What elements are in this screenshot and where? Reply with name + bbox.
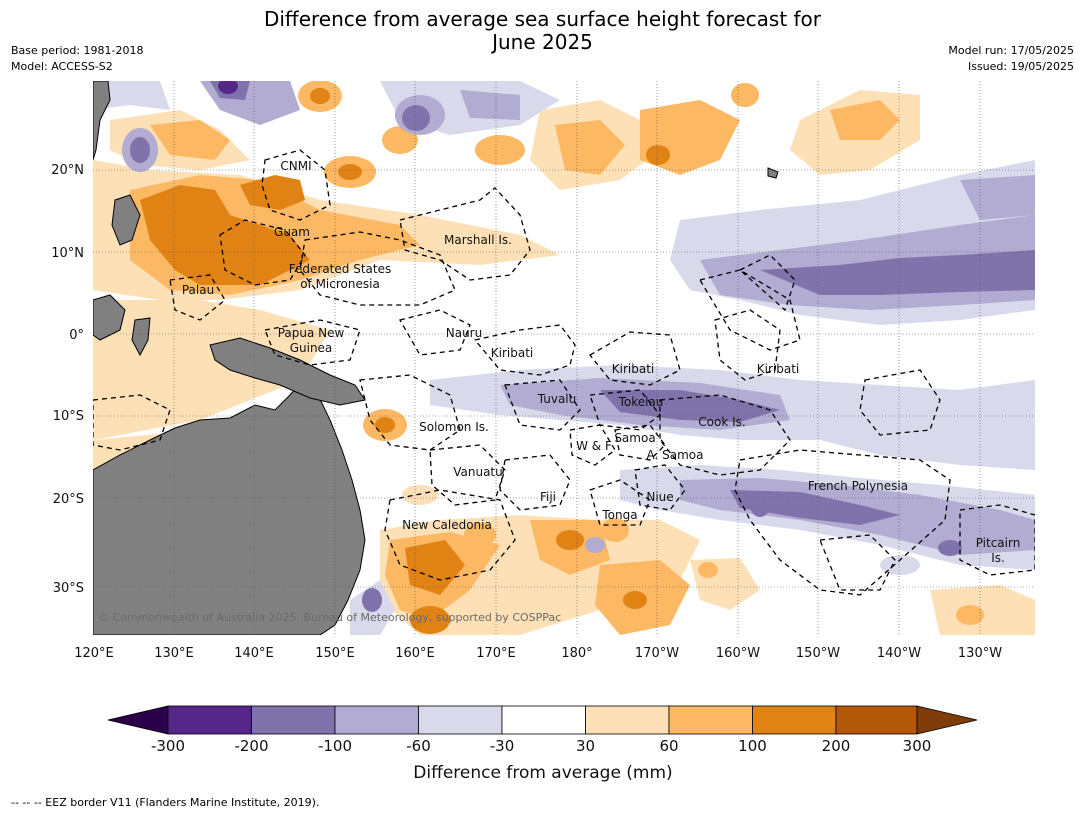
meta-right: Model run: 17/05/2025 Issued: 19/05/2025 bbox=[948, 43, 1074, 75]
colorbar: -300 -200 -100 -60 -30 30 60 100 200 300… bbox=[107, 705, 978, 783]
label-pitcairn-line1: Pitcairn bbox=[976, 536, 1021, 550]
lon-tick: 160°E bbox=[395, 646, 435, 661]
title-line-2: June 2025 bbox=[492, 30, 593, 54]
label-samoa: Samoa bbox=[614, 431, 655, 445]
label-guam: Guam bbox=[274, 225, 310, 239]
label-fsm-line1: Federated States bbox=[289, 262, 391, 276]
lon-tick: 130°E bbox=[154, 646, 194, 661]
label-png-line2: Guinea bbox=[290, 341, 333, 355]
label-tonga: Tonga bbox=[601, 508, 637, 522]
label-american-samoa: A. Samoa bbox=[647, 448, 704, 462]
asia-land bbox=[93, 81, 111, 161]
colorbar-tick: 300 bbox=[903, 737, 932, 755]
colorbar-tick: 60 bbox=[659, 737, 678, 755]
philippines-land bbox=[111, 194, 141, 246]
colorbar-low-extend bbox=[107, 705, 169, 735]
label-tokelau: Tokelau bbox=[618, 395, 664, 409]
base-period-text: Base period: 1981-2018 bbox=[11, 44, 144, 57]
label-pitcairn-line2: Is. bbox=[991, 551, 1005, 565]
colorbar-tick: -300 bbox=[151, 737, 185, 755]
lon-tick: 140°W bbox=[877, 646, 921, 661]
lon-tick: 180° bbox=[561, 646, 592, 661]
colorbar-bin bbox=[251, 705, 336, 735]
model-text: Model: ACCESS-S2 bbox=[11, 60, 113, 73]
label-marshall-is: Marshall Is. bbox=[444, 233, 512, 247]
chart-title: Difference from average sea surface heig… bbox=[0, 8, 1085, 54]
graticule bbox=[93, 81, 1035, 635]
label-cnmi: CNMI bbox=[280, 159, 311, 173]
colorbar-tick: 100 bbox=[738, 737, 767, 755]
lon-tick: 160°W bbox=[716, 646, 760, 661]
label-niue: Niue bbox=[646, 490, 673, 504]
new-guinea-land bbox=[209, 337, 366, 406]
lat-axis: 20°N 10°N 0° 10°S 20°S 30°S bbox=[51, 163, 84, 596]
map-plot-area: CNMI Guam Marshall Is. Federated States … bbox=[93, 81, 1035, 635]
label-palau: Palau bbox=[182, 283, 214, 297]
australia-land bbox=[93, 377, 366, 635]
lon-tick: 170°E bbox=[476, 646, 516, 661]
colorbar-tick: -60 bbox=[406, 737, 431, 755]
lon-tick: 140°E bbox=[234, 646, 274, 661]
label-vanuatu: Vanuatu bbox=[453, 465, 503, 479]
eez-footnote: -- -- -- EEZ border V11 (Flanders Marine… bbox=[11, 796, 320, 809]
lon-axis: 120°E 130°E 140°E 150°E 160°E 170°E 180°… bbox=[74, 646, 1002, 661]
label-nauru: Nauru bbox=[446, 326, 482, 340]
colorbar-bin bbox=[334, 705, 419, 735]
label-kiribati-central: Kiribati bbox=[612, 362, 654, 376]
colorbar-title: Difference from average (mm) bbox=[413, 763, 672, 783]
colorbar-bin bbox=[585, 705, 670, 735]
label-kiribati-east: Kiribati bbox=[757, 362, 799, 376]
label-solomon-is: Solomon Is. bbox=[419, 420, 489, 434]
colorbar-high-extend bbox=[916, 705, 978, 735]
meta-left: Base period: 1981-2018 Model: ACCESS-S2 bbox=[11, 43, 143, 75]
sulawesi-land bbox=[131, 317, 151, 357]
lon-tick: 120°E bbox=[74, 646, 114, 661]
label-new-caledonia: New Caledonia bbox=[402, 518, 492, 532]
colorbar-tick: -100 bbox=[318, 737, 352, 755]
lat-tick: 30°S bbox=[53, 581, 84, 596]
borneo-land bbox=[93, 294, 126, 341]
eez-borders bbox=[93, 149, 1035, 596]
issued-text: Issued: 19/05/2025 bbox=[967, 60, 1074, 73]
hawaii-land bbox=[767, 167, 779, 179]
label-kiribati-west: Kiribati bbox=[491, 346, 533, 360]
colorbar-bin bbox=[501, 705, 586, 735]
lon-tick: 170°W bbox=[635, 646, 679, 661]
colorbar-tick: 30 bbox=[576, 737, 595, 755]
lat-tick: 0° bbox=[69, 328, 84, 343]
colorbar-tick: 200 bbox=[822, 737, 851, 755]
lon-tick: 150°W bbox=[796, 646, 840, 661]
colorbar-bin bbox=[668, 705, 753, 735]
lat-tick: 20°S bbox=[53, 492, 84, 507]
forecast-map: CNMI Guam Marshall Is. Federated States … bbox=[51, 81, 1035, 783]
label-fiji: Fiji bbox=[540, 490, 556, 504]
region-labels: CNMI Guam Marshall Is. Federated States … bbox=[182, 159, 1020, 565]
colorbar-tick: -200 bbox=[234, 737, 268, 755]
lon-tick: 130°W bbox=[958, 646, 1002, 661]
anomaly-shading bbox=[93, 81, 1035, 635]
title-line-1: Difference from average sea surface heig… bbox=[263, 7, 822, 31]
label-wallis-futuna: W & F bbox=[576, 439, 612, 453]
label-fsm-line2: of Micronesia bbox=[300, 277, 380, 291]
colorbar-bin bbox=[418, 705, 503, 735]
colorbar-bin bbox=[167, 705, 252, 735]
label-cook-is: Cook Is. bbox=[698, 415, 745, 429]
label-png-line1: Papua New bbox=[278, 326, 345, 340]
lon-tick: 150°E bbox=[315, 646, 355, 661]
colorbar-bin bbox=[835, 705, 918, 735]
model-run-text: Model run: 17/05/2025 bbox=[948, 44, 1074, 57]
copyright-text: © Commonwealth of Australia 2025, Bureau… bbox=[98, 611, 561, 624]
lat-tick: 10°S bbox=[53, 409, 84, 424]
label-french-polynesia: French Polynesia bbox=[808, 479, 908, 493]
label-tuvalu: Tuvalu bbox=[537, 392, 577, 406]
colorbar-bin bbox=[752, 705, 837, 735]
lat-tick: 20°N bbox=[51, 163, 84, 178]
lat-tick: 10°N bbox=[51, 246, 84, 261]
colorbar-tick: -30 bbox=[490, 737, 515, 755]
land-masses bbox=[93, 81, 779, 635]
